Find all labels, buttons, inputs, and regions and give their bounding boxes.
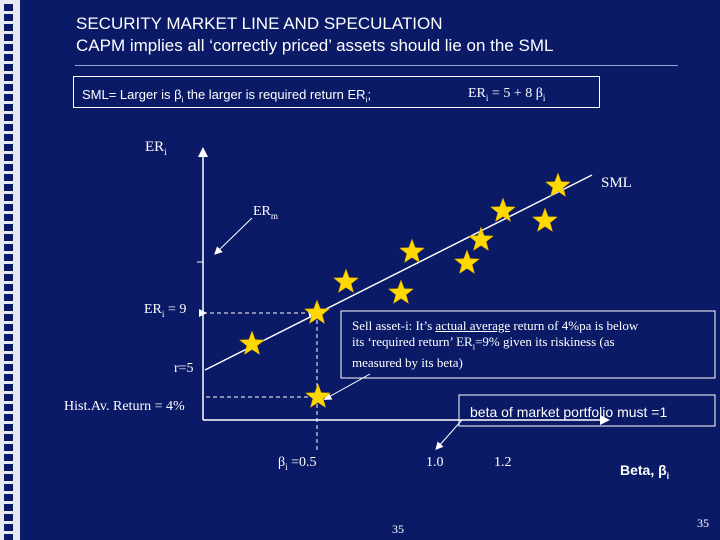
strip-square	[4, 74, 13, 81]
strip-square	[4, 194, 13, 201]
strip-square	[4, 414, 13, 421]
strip-square	[4, 264, 13, 271]
sml-equation: ERi = 5 + 8 βi	[468, 86, 546, 103]
erm-pointer	[214, 217, 253, 255]
hist-return-label: Hist.Av. Return = 4%	[64, 399, 185, 414]
strip-square	[4, 534, 13, 540]
strip-square	[4, 324, 13, 331]
title-line-1: SECURITY MARKET LINE AND SPECULATION	[76, 14, 443, 33]
strip-square	[4, 274, 13, 281]
strip-square	[4, 114, 13, 121]
strip-square	[4, 34, 13, 41]
strip-square	[4, 434, 13, 441]
strip-square	[4, 314, 13, 321]
strip-square	[4, 44, 13, 51]
strip-square	[4, 124, 13, 131]
strip-square	[4, 104, 13, 111]
strip-square	[4, 234, 13, 241]
strip-square	[4, 64, 13, 71]
strip-square	[4, 364, 13, 371]
market-note-pointer	[435, 419, 463, 450]
strip-square	[4, 294, 13, 301]
strip-square	[4, 454, 13, 461]
strip-square	[4, 14, 13, 21]
y-axis-label: ERi	[145, 139, 167, 158]
strip-square	[4, 404, 13, 411]
callout-pointer	[323, 373, 371, 400]
market-note-text: beta of market portfolio must =1	[470, 404, 668, 420]
erm-label: ERm	[253, 204, 278, 221]
strip-square	[4, 24, 13, 31]
strip-square	[4, 514, 13, 521]
strip-square	[4, 134, 13, 141]
asset-star	[489, 197, 517, 223]
title-line-2: CAPM implies all ‘correctly priced’ asse…	[76, 36, 554, 55]
strip-square	[4, 184, 13, 191]
strip-square	[4, 304, 13, 311]
beta-i-tick-label: βi =0.5	[278, 455, 317, 472]
strip-square	[4, 474, 13, 481]
strip-square	[4, 444, 13, 451]
callout-text: Sell asset-i: It’s actual average return…	[352, 318, 639, 370]
left-decorative-strip	[0, 0, 20, 540]
asset-star	[387, 279, 415, 305]
asset-star	[453, 249, 481, 275]
strip-square	[4, 94, 13, 101]
strip-square	[4, 214, 13, 221]
page-number-right: 35	[697, 516, 709, 530]
asset-star	[467, 226, 495, 252]
strip-square	[4, 244, 13, 251]
asset-star	[238, 330, 266, 356]
title-underline	[75, 65, 678, 66]
beta-1-0-tick-label: 1.0	[426, 455, 444, 470]
strip-square	[4, 144, 13, 151]
beta-1-2-tick-label: 1.2	[494, 455, 512, 470]
strip-square	[4, 284, 13, 291]
strip-square	[4, 424, 13, 431]
strip-square	[4, 484, 13, 491]
strip-square	[4, 224, 13, 231]
strip-square	[4, 464, 13, 471]
strip-square	[4, 344, 13, 351]
strip-square	[4, 4, 13, 11]
asset-star	[303, 299, 331, 325]
asset-star	[332, 268, 360, 294]
page-number-center: 35	[392, 522, 404, 536]
asset-star	[398, 238, 426, 264]
strip-square	[4, 394, 13, 401]
asset-star	[304, 383, 332, 409]
strip-square	[4, 494, 13, 501]
sml-line	[204, 174, 593, 371]
strip-square	[4, 524, 13, 531]
callout-box	[340, 310, 716, 379]
sml-definition-text: SML= Larger is βi the larger is required…	[82, 87, 372, 105]
strip-square	[4, 204, 13, 211]
market-note-box	[458, 394, 716, 427]
sml-label: SML	[601, 175, 632, 191]
strip-square	[4, 254, 13, 261]
strip-square	[4, 174, 13, 181]
strip-square	[4, 384, 13, 391]
asset-star	[544, 172, 572, 198]
sml-definition-box	[73, 76, 600, 108]
x-axis-label: Beta, βi	[620, 462, 670, 481]
strip-square	[4, 504, 13, 511]
strip-square	[4, 374, 13, 381]
risk-free-label: r=5	[174, 361, 194, 376]
strip-square	[4, 334, 13, 341]
asset-star	[531, 207, 559, 233]
strip-square	[4, 84, 13, 91]
strip-square	[4, 54, 13, 61]
strip-square	[4, 154, 13, 161]
strip-square	[4, 164, 13, 171]
strip-square	[4, 354, 13, 361]
eri-9-label: ERi = 9	[144, 302, 187, 319]
